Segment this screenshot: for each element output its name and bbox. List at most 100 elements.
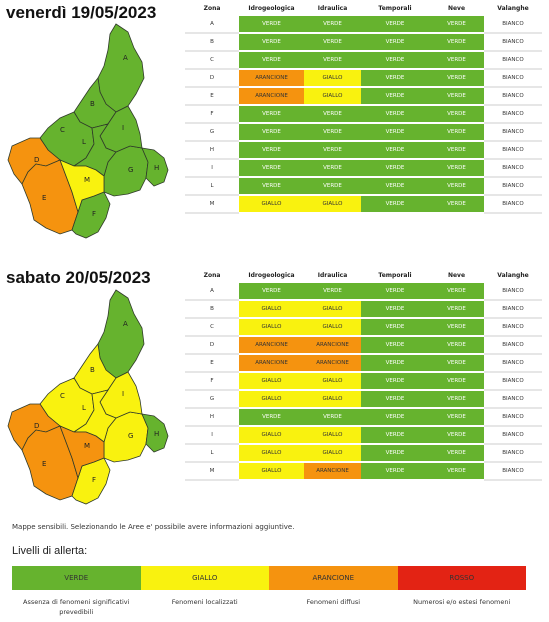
alert-cell: GIALLO: [304, 318, 361, 337]
alert-cell: ARANCIONE: [239, 336, 304, 355]
column-header: Idraulica: [304, 267, 361, 283]
map-zone-label: M: [84, 176, 90, 184]
alert-cell: GIALLO: [239, 462, 304, 481]
alert-cell: VERDE: [361, 16, 429, 34]
alert-cell: VERDE: [429, 336, 484, 355]
alert-cell: GIALLO: [239, 426, 304, 445]
map-zone-label: G: [128, 432, 133, 440]
zone-cell: A: [185, 16, 239, 34]
alert-cell: VERDE: [429, 177, 484, 196]
alert-cell: VERDE: [304, 16, 361, 34]
zone-cell: L: [185, 177, 239, 196]
alert-cell: VERDE: [304, 159, 361, 178]
map-zone-label: C: [60, 392, 65, 400]
alert-cell: VERDE: [304, 105, 361, 124]
map-zone-a[interactable]: [97, 289, 145, 379]
legend-desc-verde: Assenza di fenomeni significativi preved…: [23, 598, 130, 616]
table-row: G GIALLO GIALLO VERDE VERDE BIANCO: [185, 390, 542, 409]
alert-cell: BIANCO: [484, 69, 542, 88]
map-zone-label: B: [90, 100, 95, 108]
alert-cell: VERDE: [304, 283, 361, 301]
zone-cell: G: [185, 123, 239, 142]
zone-cell: C: [185, 318, 239, 337]
alert-cell: VERDE: [361, 177, 429, 196]
map-zone-label: L: [82, 404, 86, 412]
alert-cell: VERDE: [239, 408, 304, 427]
alert-cell: VERDE: [361, 354, 429, 373]
day-title: venerdì 19/05/2023: [6, 3, 157, 22]
column-header: Idraulica: [304, 0, 361, 16]
map-zone-m[interactable]: [59, 425, 105, 480]
map-zone-label: D: [34, 156, 39, 164]
table-row: A VERDE VERDE VERDE VERDE BIANCO: [185, 16, 542, 34]
table-row: M GIALLO GIALLO VERDE VERDE BIANCO: [185, 195, 542, 214]
alert-cell: GIALLO: [239, 318, 304, 337]
map-zone-h[interactable]: [141, 413, 169, 453]
alert-cell: GIALLO: [304, 69, 361, 88]
alert-cell: VERDE: [361, 444, 429, 463]
table-row: L GIALLO GIALLO VERDE VERDE BIANCO: [185, 444, 542, 463]
alert-cell: BIANCO: [484, 372, 542, 391]
zone-cell: G: [185, 390, 239, 409]
alert-cell: VERDE: [239, 159, 304, 178]
alert-cell: VERDE: [239, 51, 304, 70]
alert-cell: GIALLO: [239, 195, 304, 214]
zone-cell: F: [185, 372, 239, 391]
alert-cell: BIANCO: [484, 354, 542, 373]
alert-cell: VERDE: [429, 195, 484, 214]
region-map[interactable]: A B C D E F G H I L M: [4, 286, 180, 512]
alert-cell: VERDE: [361, 33, 429, 52]
alert-cell: BIANCO: [484, 444, 542, 463]
alert-cell: GIALLO: [239, 444, 304, 463]
alert-cell: VERDE: [361, 195, 429, 214]
map-zone-a[interactable]: [97, 23, 145, 113]
legend-level-arancione: ARANCIONE: [269, 566, 398, 590]
region-map[interactable]: A B C D E F G H I L M: [4, 20, 180, 246]
alert-cell: BIANCO: [484, 51, 542, 70]
map-zone-m[interactable]: [59, 159, 105, 214]
zone-cell: E: [185, 354, 239, 373]
zone-cell: L: [185, 444, 239, 463]
alert-cell: ARANCIONE: [304, 354, 361, 373]
alert-cell: VERDE: [429, 105, 484, 124]
alert-cell: VERDE: [429, 16, 484, 34]
map-zone-h[interactable]: [141, 147, 169, 187]
alert-cell: VERDE: [429, 408, 484, 427]
column-header: Valanghe: [484, 267, 542, 283]
alert-cell: VERDE: [429, 123, 484, 142]
column-header: Neve: [429, 267, 484, 283]
legend-level-giallo: GIALLO: [140, 566, 269, 590]
alert-cell: VERDE: [304, 123, 361, 142]
zone-cell: M: [185, 462, 239, 481]
alert-cell: VERDE: [239, 16, 304, 34]
alert-cell: VERDE: [429, 69, 484, 88]
alert-cell: VERDE: [304, 177, 361, 196]
alert-cell: VERDE: [304, 51, 361, 70]
alert-cell: VERDE: [429, 318, 484, 337]
alert-cell: GIALLO: [239, 372, 304, 391]
map-zone-label: H: [154, 430, 159, 438]
map-zone-label: F: [92, 210, 96, 218]
alert-cell: BIANCO: [484, 390, 542, 409]
map-zone-label: E: [42, 194, 46, 202]
column-header: Idrogeologica: [239, 0, 304, 16]
alert-cell: VERDE: [361, 300, 429, 319]
alert-cell: ARANCIONE: [239, 354, 304, 373]
zone-cell: I: [185, 426, 239, 445]
map-zone-label: L: [82, 138, 86, 146]
legend-bar: VERDE GIALLO ARANCIONE ROSSO: [12, 566, 526, 590]
alert-cell: VERDE: [429, 87, 484, 106]
zone-cell: D: [185, 69, 239, 88]
alert-cell: VERDE: [361, 372, 429, 391]
table-row: B GIALLO GIALLO VERDE VERDE BIANCO: [185, 300, 542, 319]
alert-cell: VERDE: [429, 372, 484, 391]
alert-cell: BIANCO: [484, 283, 542, 301]
table-row: H VERDE VERDE VERDE VERDE BIANCO: [185, 408, 542, 427]
alert-table: Zona Idrogeologica Idraulica Temporali Neve V…: [185, 0, 542, 214]
alert-cell: GIALLO: [239, 390, 304, 409]
table-row: L VERDE VERDE VERDE VERDE BIANCO: [185, 177, 542, 196]
alert-cell: VERDE: [361, 141, 429, 160]
table-row: D ARANCIONE ARANCIONE VERDE VERDE BIANCO: [185, 336, 542, 355]
alert-cell: VERDE: [361, 51, 429, 70]
alert-cell: VERDE: [429, 141, 484, 160]
